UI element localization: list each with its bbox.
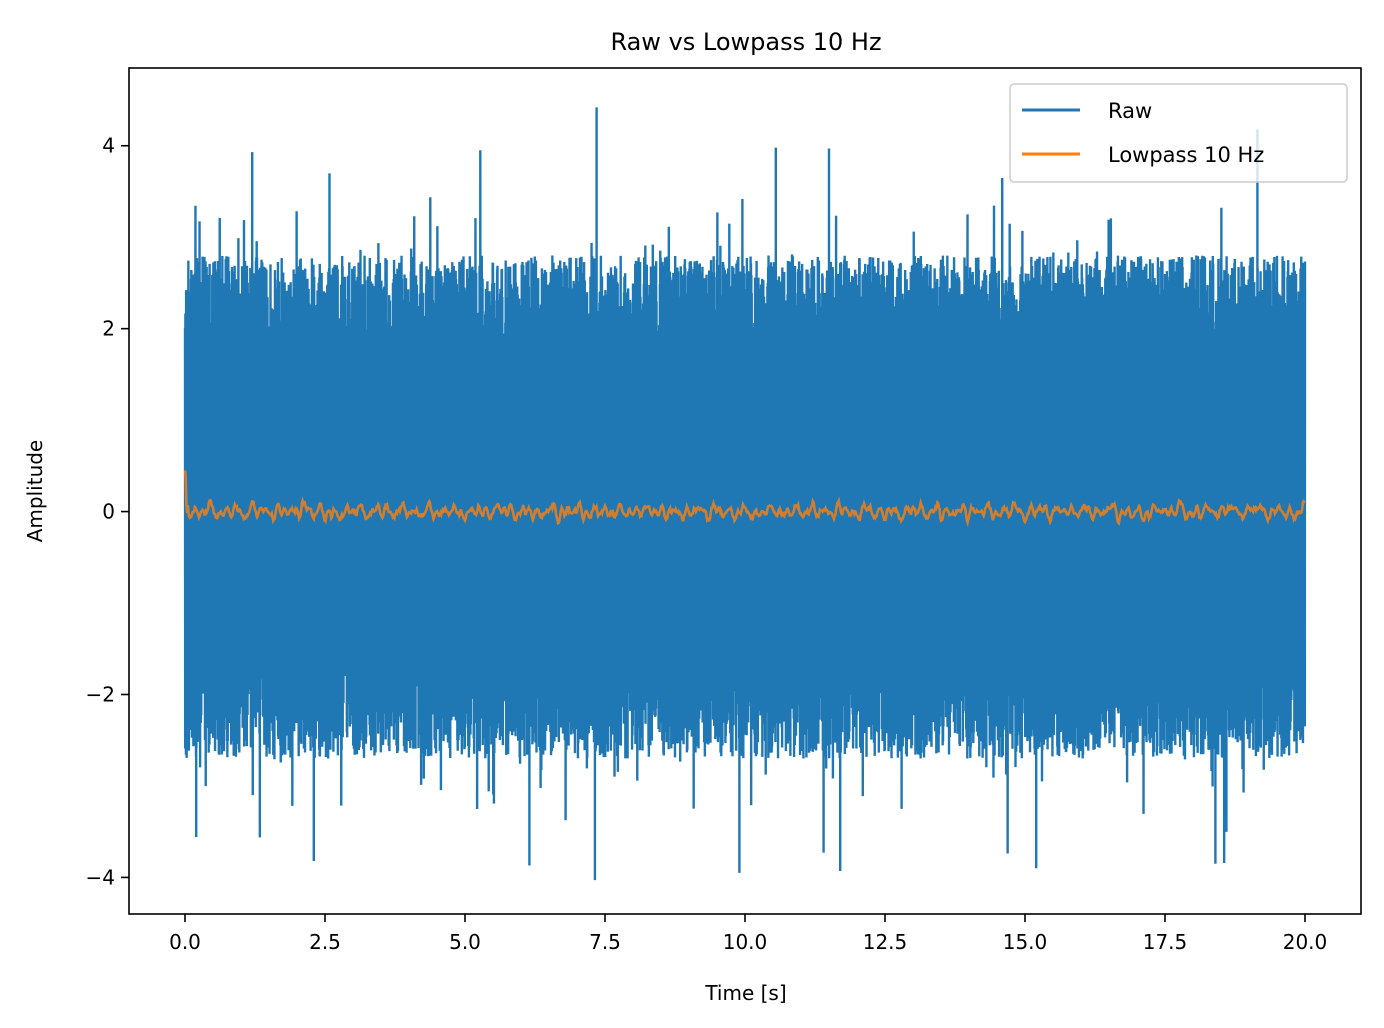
y-tick-label: 2	[102, 317, 115, 341]
chart-title: Raw vs Lowpass 10 Hz	[610, 28, 881, 56]
x-tick-label: 20.0	[1283, 930, 1328, 954]
plot-area	[183, 107, 1307, 881]
y-tick-label: −2	[86, 682, 115, 706]
legend-raw-label: Raw	[1108, 99, 1152, 123]
lowpass-series-line	[183, 470, 1306, 528]
x-tick-label: 12.5	[863, 930, 908, 954]
legend-box	[1009, 83, 1348, 183]
x-tick-label: 10.0	[723, 930, 768, 954]
x-tick-label: 7.5	[589, 930, 621, 954]
legend-lowpass-label: Lowpass 10 Hz	[1108, 143, 1264, 167]
y-axis: −4 −2 0 2 4	[86, 134, 129, 889]
y-axis-label: Amplitude	[23, 440, 47, 543]
y-tick-label: −4	[86, 865, 115, 889]
y-tick-label: 4	[102, 134, 115, 158]
x-tick-label: 17.5	[1143, 930, 1188, 954]
x-tick-label: 0.0	[169, 930, 201, 954]
raw-series-line	[183, 107, 1307, 881]
x-axis-label: Time [s]	[704, 981, 786, 1005]
x-tick-label: 15.0	[1003, 930, 1048, 954]
legend: Raw Lowpass 10 Hz	[1009, 83, 1348, 183]
x-tick-label: 2.5	[309, 930, 341, 954]
x-axis: 0.0 2.5 5.0 7.5 10.0 12.5 15.0 17.5 20.0	[169, 914, 1327, 954]
y-tick-label: 0	[102, 500, 115, 524]
x-tick-label: 5.0	[449, 930, 481, 954]
